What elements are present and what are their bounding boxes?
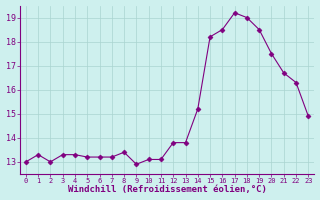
- X-axis label: Windchill (Refroidissement éolien,°C): Windchill (Refroidissement éolien,°C): [68, 185, 267, 194]
